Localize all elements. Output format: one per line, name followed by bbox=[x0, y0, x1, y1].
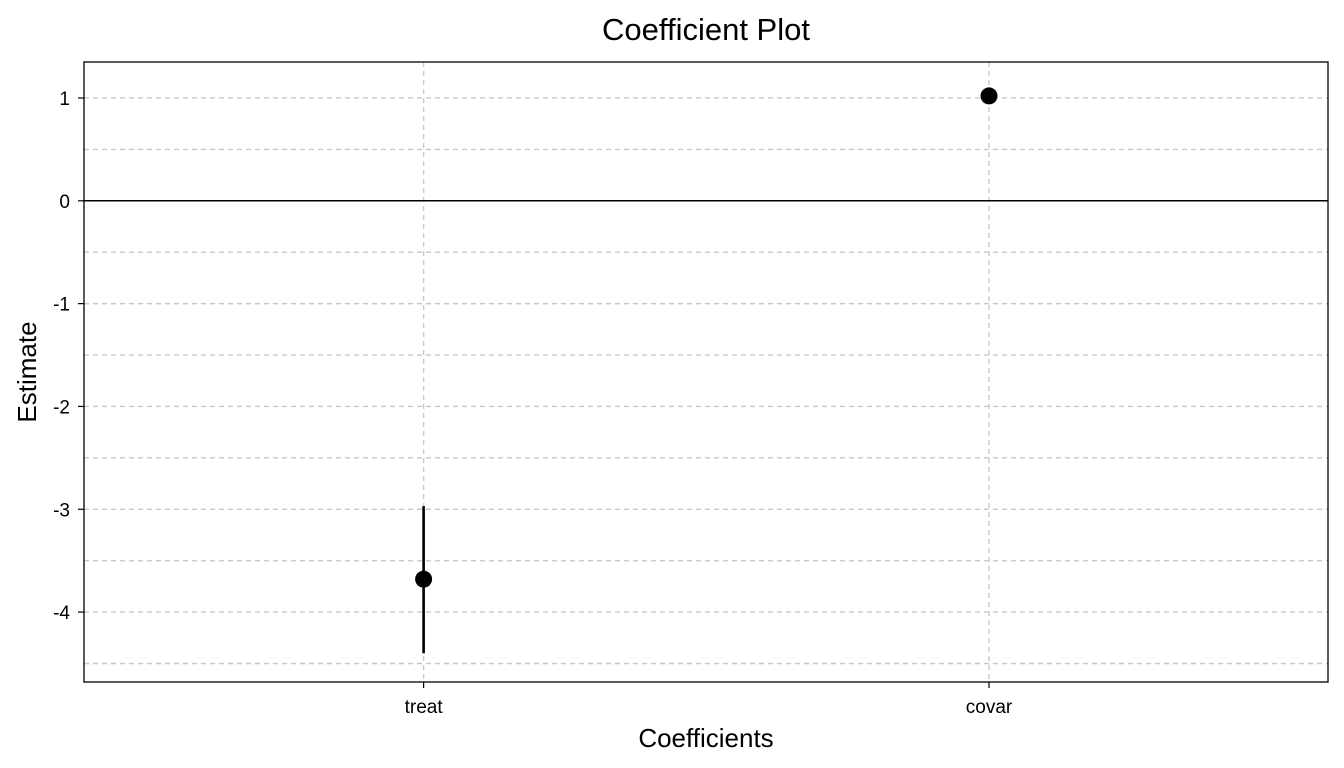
x-axis-label: Coefficients bbox=[638, 723, 773, 753]
y-tick-label: 1 bbox=[59, 89, 70, 110]
data-marks bbox=[415, 87, 998, 654]
chart-title: Coefficient Plot bbox=[602, 12, 810, 47]
x-tick-label: covar bbox=[966, 697, 1013, 718]
point-treat bbox=[415, 570, 433, 588]
y-tick-label: -3 bbox=[53, 500, 70, 521]
axis-ticks: 1 0 -1 -2 -3 -4 treat covar bbox=[53, 89, 1013, 718]
y-tick-label: -1 bbox=[53, 295, 70, 316]
y-tick-label: -2 bbox=[53, 397, 70, 418]
grid-lines bbox=[84, 62, 1328, 682]
point-covar bbox=[980, 87, 998, 105]
plot-frame bbox=[83, 61, 1329, 683]
y-tick-label: -4 bbox=[53, 603, 70, 624]
y-tick-label: 0 bbox=[59, 192, 70, 213]
y-axis-label: Estimate bbox=[12, 321, 42, 422]
x-tick-label: treat bbox=[405, 697, 444, 718]
